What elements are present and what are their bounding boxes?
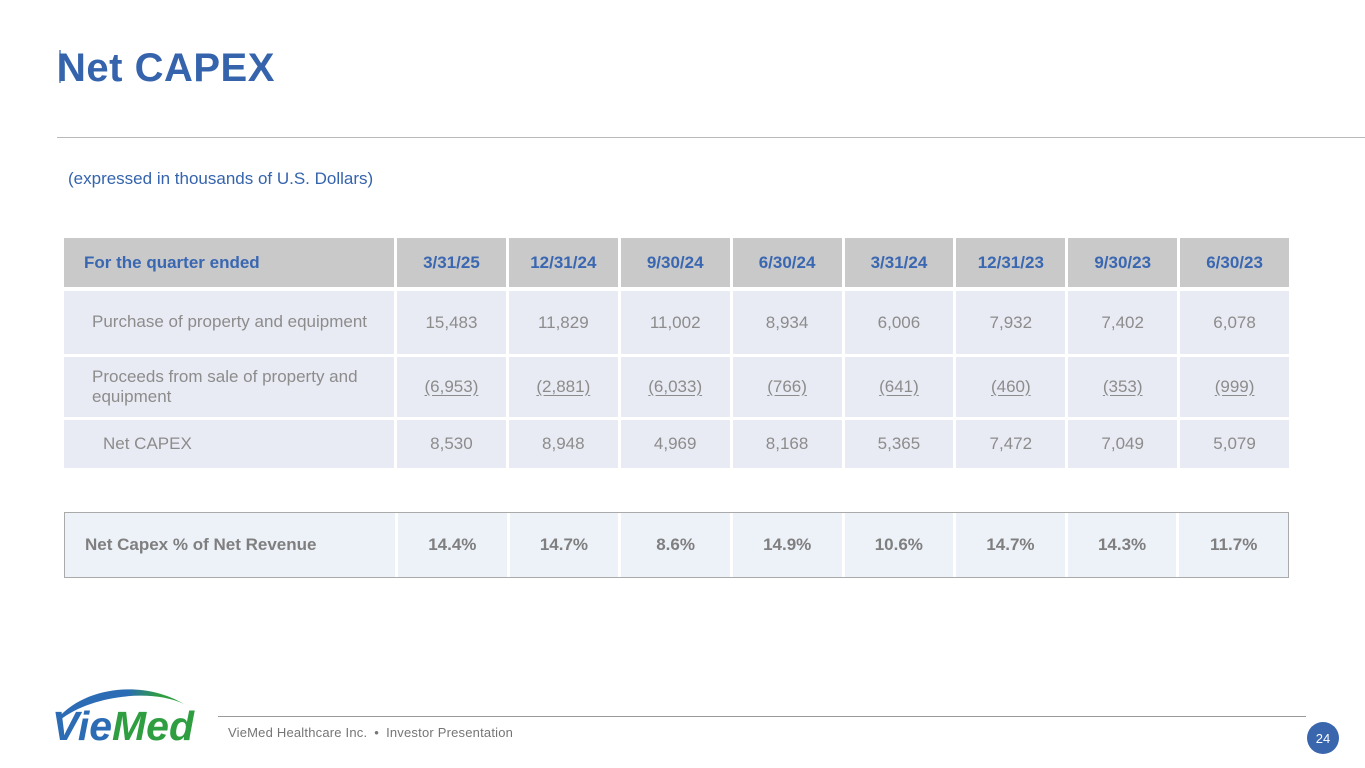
table-cell: 6,006: [844, 291, 954, 354]
table-cell: (353): [1068, 357, 1178, 417]
table-cell: 4,969: [620, 420, 730, 468]
logo-text: VieMed: [52, 703, 195, 749]
summary-cell: 10.6%: [844, 513, 954, 577]
table-row-proceeds: Proceeds from sale of property and equip…: [64, 357, 1289, 417]
table-cell: (460): [956, 357, 1066, 417]
footer-company: VieMed Healthcare Inc.: [228, 725, 368, 740]
row-label-text: Net CAPEX: [103, 433, 192, 453]
summary-cell: 14.9%: [732, 513, 842, 577]
footer-text: VieMed Healthcare Inc. • Investor Presenta…: [228, 725, 513, 740]
table-cell: (999): [1180, 357, 1289, 417]
table-cell: 7,049: [1068, 420, 1178, 468]
header-col-7: 6/30/23: [1180, 238, 1289, 287]
table-cell: 15,483: [397, 291, 506, 354]
logo-text-vie: Vie: [52, 703, 112, 749]
table-cell: 7,932: [956, 291, 1066, 354]
net-capex-percent-table: Net Capex % of Net Revenue 14.4% 14.7% 8…: [64, 512, 1289, 578]
row-label: Net CAPEX: [64, 420, 394, 468]
table-cell: 5,079: [1180, 420, 1289, 468]
header-col-2: 9/30/24: [620, 238, 730, 287]
table-cell: 5,365: [844, 420, 954, 468]
net-capex-table: For the quarter ended 3/31/25 12/31/24 9…: [64, 238, 1289, 468]
summary-cell: 14.7%: [509, 513, 619, 577]
title-divider: [57, 137, 1365, 138]
table-cell: 8,934: [732, 291, 842, 354]
text-cursor: [59, 50, 61, 83]
header-col-3: 6/30/24: [732, 238, 842, 287]
summary-label: Net Capex % of Net Revenue: [65, 513, 395, 577]
summary-row: Net Capex % of Net Revenue 14.4% 14.7% 8…: [65, 513, 1288, 577]
table-cell: (641): [844, 357, 954, 417]
table-cell: 7,402: [1068, 291, 1178, 354]
header-col-5: 12/31/23: [956, 238, 1066, 287]
table-header-row: For the quarter ended 3/31/25 12/31/24 9…: [64, 238, 1289, 287]
summary-cell: 11.7%: [1179, 513, 1288, 577]
table-cell: (2,881): [508, 357, 618, 417]
row-label: Purchase of property and equipment: [64, 291, 394, 354]
summary-cell: 14.7%: [956, 513, 1065, 577]
units-note: (expressed in thousands of U.S. Dollars): [68, 169, 374, 188]
table-cell: 11,002: [620, 291, 730, 354]
footer-bullet: •: [374, 725, 380, 740]
table-cell: (766): [732, 357, 842, 417]
row-label-text: Purchase of property and equipment: [92, 312, 368, 332]
table-cell: 8,530: [397, 420, 506, 468]
row-label-text: Proceeds from sale of property and equip…: [92, 366, 358, 406]
table-cell: (6,953): [397, 357, 506, 417]
header-col-6: 9/30/23: [1068, 238, 1178, 287]
header-label-cell: For the quarter ended: [64, 238, 394, 287]
table-cell: 8,948: [508, 420, 618, 468]
table-cell: 11,829: [508, 291, 618, 354]
logo-swoosh: [58, 689, 184, 720]
footer-presentation: Investor Presentation: [386, 725, 514, 740]
header-col-4: 3/31/24: [844, 238, 954, 287]
viemed-logo: VieMed: [52, 689, 195, 749]
page-number-badge: 24: [1307, 722, 1339, 754]
table-cell: (6,033): [620, 357, 730, 417]
header-col-1: 12/31/24: [508, 238, 618, 287]
table-cell: 8,168: [732, 420, 842, 468]
footer-divider: [218, 716, 1306, 717]
logo-text-med: Med: [112, 703, 195, 749]
summary-cell: 14.4%: [398, 513, 507, 577]
table-cell: 7,472: [956, 420, 1066, 468]
header-col-0: 3/31/25: [397, 238, 506, 287]
summary-cell: 8.6%: [621, 513, 730, 577]
table-cell: 6,078: [1180, 291, 1289, 354]
page-title: Net CAPEX: [57, 46, 275, 90]
row-label: Proceeds from sale of property and equip…: [64, 357, 394, 417]
table-row-net-capex: Net CAPEX 8,530 8,948 4,969 8,168 5,365 …: [64, 420, 1289, 468]
table-row-purchase: Purchase of property and equipment 15,48…: [64, 291, 1289, 354]
summary-cell: 14.3%: [1067, 513, 1177, 577]
